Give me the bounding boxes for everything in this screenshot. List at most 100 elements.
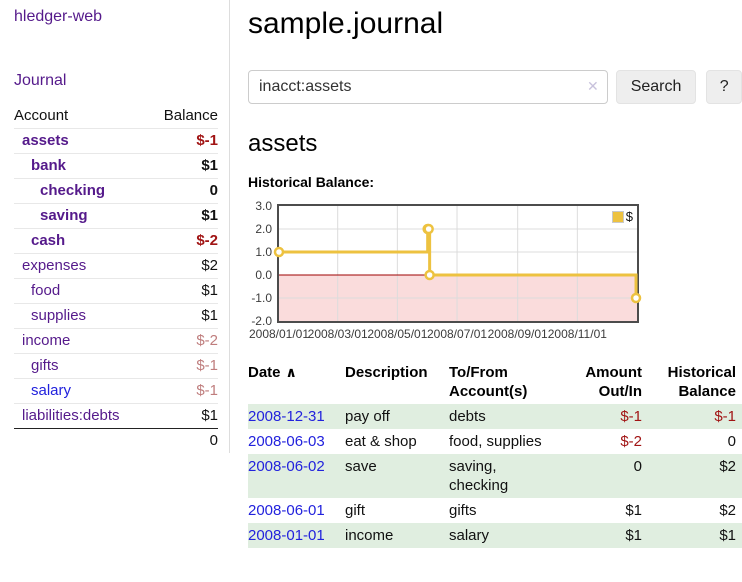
account-balance: $1 bbox=[201, 307, 218, 324]
transaction-date-link[interactable]: 2008-06-03 bbox=[248, 433, 325, 450]
register-cell-accounts: food, supplies bbox=[449, 433, 542, 450]
register-cell-amount: 0 bbox=[633, 458, 642, 475]
register-cell-balance: 0 bbox=[727, 433, 736, 450]
help-button[interactable]: ? bbox=[706, 70, 742, 104]
account-balance: $-1 bbox=[196, 132, 218, 149]
main-content: sample.journal ✕ Search ? assets Histori… bbox=[248, 0, 742, 548]
legend-swatch-icon bbox=[611, 210, 624, 223]
chart-legend: $ bbox=[611, 209, 633, 224]
register-cell-date: 2008-01-01 bbox=[248, 523, 345, 548]
account-balance: $1 bbox=[201, 157, 218, 174]
accounts-total: 0 bbox=[209, 432, 218, 449]
x-axis-tick-label: 2008/09/01 bbox=[487, 327, 548, 341]
account-balance: 0 bbox=[209, 182, 218, 199]
account-row: bank $1 bbox=[14, 153, 218, 179]
register-cell-balance: $-1 bbox=[714, 408, 736, 425]
register-cell-balance: $2 bbox=[719, 458, 736, 475]
account-row: saving $1 bbox=[14, 203, 218, 229]
sidebar-item-journal[interactable]: Journal bbox=[14, 72, 67, 89]
register-row: 2008-06-02 save saving, checking 0 $2 bbox=[248, 454, 742, 498]
x-axis-tick-label: 2008/03/01 bbox=[307, 327, 368, 341]
x-axis-tick-label: 2008/11/01 bbox=[547, 327, 607, 341]
account-link[interactable]: saving bbox=[40, 207, 88, 224]
account-link[interactable]: liabilities:debts bbox=[22, 407, 120, 424]
transaction-date-link[interactable]: 2008-01-01 bbox=[248, 527, 325, 544]
account-row: income $-2 bbox=[14, 328, 218, 354]
account-row: liabilities:debts $1 bbox=[14, 403, 218, 429]
y-axis-tick-label: 1.0 bbox=[255, 245, 272, 259]
account-row: supplies $1 bbox=[14, 303, 218, 329]
transaction-date-link[interactable]: 2008-12-31 bbox=[248, 408, 325, 425]
account-link[interactable]: salary bbox=[31, 382, 72, 399]
y-axis-tick-label: 2.0 bbox=[255, 222, 272, 236]
account-balance: $1 bbox=[201, 407, 218, 424]
register-cell-amount: $-1 bbox=[620, 408, 642, 425]
y-axis-tick-label: -2.0 bbox=[251, 314, 272, 328]
x-axis-tick-label: 2008/07/01 bbox=[426, 327, 488, 341]
account-link[interactable]: cash bbox=[31, 232, 66, 249]
accounts-body: assets $-1 bank $1 checking 0 saving $1 cash $-2 e… bbox=[14, 128, 218, 454]
app-title-link[interactable]: hledger-web bbox=[14, 8, 103, 25]
chart-svg bbox=[273, 206, 642, 321]
x-axis-tick-label: 2008/05/01 bbox=[367, 327, 428, 341]
account-row: assets $-1 bbox=[14, 128, 218, 154]
register-header-description: Description bbox=[345, 364, 428, 381]
account-link[interactable]: bank bbox=[31, 157, 67, 174]
search-input[interactable] bbox=[248, 70, 608, 104]
register-row: 2008-06-01 gift gifts $1 $2 bbox=[248, 498, 742, 523]
register-header-amount: Amount Out/In bbox=[585, 364, 642, 400]
register-cell-description: eat & shop bbox=[345, 433, 417, 450]
accounts-header-balance: Balance bbox=[163, 107, 218, 124]
accounts-table: Account Balance assets $-1 bank $1 checking 0… bbox=[14, 104, 218, 453]
register-row: 2008-12-31 pay off debts $-1 $-1 bbox=[248, 404, 742, 429]
total-spacer bbox=[14, 429, 149, 454]
account-balance: $-1 bbox=[196, 357, 218, 374]
account-row: cash $-2 bbox=[14, 228, 218, 254]
account-link[interactable]: gifts bbox=[31, 357, 59, 374]
register-cell-date: 2008-06-02 bbox=[248, 454, 345, 498]
register-header-balance: Historical Balance bbox=[667, 364, 736, 400]
balance-chart: $ 3.0 2.0 1.0 0.0 -1.0 -2.0 2008/01/01 2008/03/… bbox=[248, 200, 742, 341]
register-cell-accounts: debts bbox=[449, 408, 486, 425]
register-cell-accounts: salary bbox=[449, 527, 490, 544]
register-row: 2008-01-01 income salary $1 $1 bbox=[248, 523, 742, 548]
account-row: checking 0 bbox=[14, 178, 218, 204]
register-cell-date: 2008-06-03 bbox=[248, 429, 345, 454]
register-body: 2008-12-31 pay off debts $-1 $-1 2008-06-03 ea… bbox=[248, 404, 742, 548]
register-cell-balance: $1 bbox=[719, 527, 736, 544]
register-cell-accounts: gifts bbox=[449, 502, 477, 519]
register-cell-amount: $1 bbox=[625, 527, 642, 544]
register-cell-amount: $1 bbox=[625, 502, 642, 519]
register-cell-description: gift bbox=[345, 502, 366, 519]
register-cell-date: 2008-06-01 bbox=[248, 498, 345, 523]
register-cell-amount: $-2 bbox=[620, 433, 642, 450]
chart-plot-area: $ bbox=[273, 204, 642, 323]
chart-title: Historical Balance: bbox=[248, 174, 375, 190]
register-cell-balance: $2 bbox=[719, 502, 736, 519]
register-header-accounts: To/From Account(s) bbox=[449, 364, 528, 400]
search-input-wrap: ✕ bbox=[248, 70, 608, 104]
y-axis-tick-label: -1.0 bbox=[251, 291, 272, 305]
search-form: ✕ Search ? bbox=[248, 70, 742, 104]
account-link[interactable]: checking bbox=[40, 182, 106, 199]
search-button[interactable]: Search bbox=[615, 70, 697, 104]
account-link[interactable]: income bbox=[22, 332, 71, 349]
account-balance: $-2 bbox=[196, 332, 218, 349]
transaction-date-link[interactable]: 2008-06-01 bbox=[248, 502, 325, 519]
x-axis-tick-label: 2008/01/01 bbox=[248, 327, 310, 341]
transaction-date-link[interactable]: 2008-06-02 bbox=[248, 458, 325, 475]
sort-ascending-icon: ∧ bbox=[285, 364, 297, 380]
account-link[interactable]: supplies bbox=[31, 307, 87, 324]
register-row: 2008-06-03 eat & shop food, supplies $-2 0 bbox=[248, 429, 742, 454]
account-row: gifts $-1 bbox=[14, 353, 218, 379]
account-link[interactable]: assets bbox=[22, 132, 69, 149]
account-link[interactable]: food bbox=[31, 282, 61, 299]
account-balance: $1 bbox=[201, 207, 218, 224]
sidebar: hledger-web Journal Account Balance asse… bbox=[0, 0, 230, 453]
page-title: sample.journal bbox=[248, 7, 444, 40]
y-axis-tick-label: 3.0 bbox=[255, 199, 272, 213]
accounts-header-row: Account Balance bbox=[14, 104, 218, 129]
account-link[interactable]: expenses bbox=[22, 257, 87, 274]
register-cell-description: income bbox=[345, 527, 394, 544]
clear-search-icon[interactable]: ✕ bbox=[586, 78, 599, 94]
